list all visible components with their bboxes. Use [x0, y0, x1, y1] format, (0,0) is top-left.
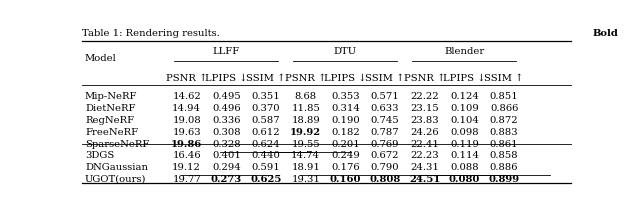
Text: DNGaussian: DNGaussian: [85, 163, 148, 172]
Text: SparseNeRF: SparseNeRF: [85, 139, 149, 148]
Text: 0.104: 0.104: [450, 116, 479, 125]
Text: 14.62: 14.62: [172, 92, 201, 101]
Text: 0.495: 0.495: [212, 92, 241, 101]
Text: 22.41: 22.41: [410, 139, 439, 148]
Text: 0.080: 0.080: [449, 175, 480, 184]
Text: Bold: Bold: [593, 29, 618, 38]
Text: 0.294: 0.294: [212, 163, 241, 172]
Text: 0.088: 0.088: [450, 163, 479, 172]
Text: 8.68: 8.68: [294, 92, 317, 101]
Text: 0.899: 0.899: [488, 175, 520, 184]
Text: 0.109: 0.109: [450, 104, 479, 113]
Text: 0.872: 0.872: [490, 116, 518, 125]
Text: LPIPS ↓: LPIPS ↓: [205, 74, 248, 83]
Text: PSNR ↑: PSNR ↑: [285, 74, 326, 83]
Text: 19.08: 19.08: [172, 116, 201, 125]
Text: PSNR ↑: PSNR ↑: [166, 74, 207, 83]
Text: 0.612: 0.612: [252, 128, 280, 137]
Text: 19.55: 19.55: [291, 139, 320, 148]
Text: LPIPS ↓: LPIPS ↓: [443, 74, 486, 83]
Text: 24.31: 24.31: [410, 163, 439, 172]
Text: 18.89: 18.89: [291, 116, 320, 125]
Text: 22.22: 22.22: [410, 92, 439, 101]
Text: 0.353: 0.353: [331, 92, 360, 101]
Text: 0.401: 0.401: [212, 151, 241, 160]
Text: 0.787: 0.787: [371, 128, 399, 137]
Text: 0.114: 0.114: [450, 151, 479, 160]
Text: FreeNeRF: FreeNeRF: [85, 128, 138, 137]
Text: 19.31: 19.31: [291, 175, 320, 184]
Text: 0.201: 0.201: [331, 139, 360, 148]
Text: 19.63: 19.63: [172, 128, 201, 137]
Text: 19.12: 19.12: [172, 163, 201, 172]
Text: 0.314: 0.314: [331, 104, 360, 113]
Text: SSIM ↑: SSIM ↑: [484, 74, 524, 83]
Text: 0.308: 0.308: [212, 128, 241, 137]
Text: 0.496: 0.496: [212, 104, 241, 113]
Text: 0.124: 0.124: [450, 92, 479, 101]
Text: LLFF: LLFF: [212, 47, 240, 56]
Text: LPIPS ↓: LPIPS ↓: [324, 74, 367, 83]
Text: 23.83: 23.83: [410, 116, 439, 125]
Text: 0.098: 0.098: [450, 128, 479, 137]
Text: 0.858: 0.858: [490, 151, 518, 160]
Text: 16.46: 16.46: [172, 151, 201, 160]
Text: 0.624: 0.624: [252, 139, 280, 148]
Text: 19.86: 19.86: [171, 139, 202, 148]
Text: 11.85: 11.85: [291, 104, 320, 113]
Text: 0.182: 0.182: [331, 128, 360, 137]
Text: RegNeRF: RegNeRF: [85, 116, 134, 125]
Text: 0.851: 0.851: [490, 92, 518, 101]
Text: 22.23: 22.23: [410, 151, 439, 160]
Text: 0.790: 0.790: [371, 163, 399, 172]
Text: Model: Model: [85, 54, 116, 63]
Text: 0.587: 0.587: [252, 116, 280, 125]
Text: 0.886: 0.886: [490, 163, 518, 172]
Text: 0.625: 0.625: [250, 175, 282, 184]
Text: 18.91: 18.91: [291, 163, 320, 172]
Text: 0.119: 0.119: [450, 139, 479, 148]
Text: 0.370: 0.370: [252, 104, 280, 113]
Text: 14.74: 14.74: [291, 151, 320, 160]
Text: 0.866: 0.866: [490, 104, 518, 113]
Text: 0.745: 0.745: [371, 116, 399, 125]
Text: 0.672: 0.672: [371, 151, 399, 160]
Text: SSIM ↑: SSIM ↑: [365, 74, 404, 83]
Text: 0.351: 0.351: [252, 92, 280, 101]
Text: 14.94: 14.94: [172, 104, 201, 113]
Text: 0.633: 0.633: [371, 104, 399, 113]
Text: PSNR ↑: PSNR ↑: [404, 74, 445, 83]
Text: Blender: Blender: [444, 47, 484, 56]
Text: 19.77: 19.77: [172, 175, 201, 184]
Text: 0.336: 0.336: [212, 116, 241, 125]
Text: 24.51: 24.51: [409, 175, 440, 184]
Text: 0.160: 0.160: [330, 175, 361, 184]
Text: 0.571: 0.571: [371, 92, 399, 101]
Text: 0.591: 0.591: [252, 163, 280, 172]
Text: 0.808: 0.808: [369, 175, 401, 184]
Text: Mip-NeRF: Mip-NeRF: [85, 92, 138, 101]
Text: 0.769: 0.769: [371, 139, 399, 148]
Text: 23.15: 23.15: [410, 104, 439, 113]
Text: 0.190: 0.190: [331, 116, 360, 125]
Text: 0.440: 0.440: [252, 151, 280, 160]
Text: Table 1: Rendering results.: Table 1: Rendering results.: [83, 29, 223, 38]
Text: 19.92: 19.92: [290, 128, 321, 137]
Text: 24.26: 24.26: [410, 128, 439, 137]
Text: 0.273: 0.273: [211, 175, 242, 184]
Text: 0.861: 0.861: [490, 139, 518, 148]
Text: DTU: DTU: [334, 47, 357, 56]
Text: 0.328: 0.328: [212, 139, 241, 148]
Text: 0.176: 0.176: [331, 163, 360, 172]
Text: 0.249: 0.249: [331, 151, 360, 160]
Text: DietNeRF: DietNeRF: [85, 104, 136, 113]
Text: UGOT(ours): UGOT(ours): [85, 175, 147, 184]
Text: 3DGS: 3DGS: [85, 151, 114, 160]
Text: SSIM ↑: SSIM ↑: [246, 74, 285, 83]
Text: 0.883: 0.883: [490, 128, 518, 137]
